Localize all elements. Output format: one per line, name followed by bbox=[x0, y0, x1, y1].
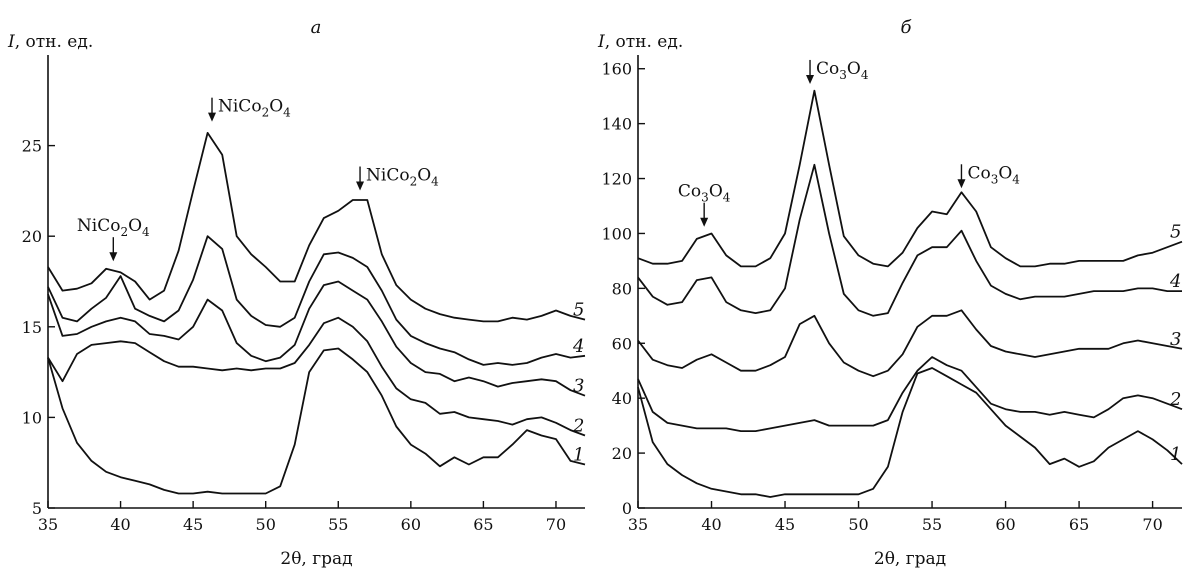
series-line-2 bbox=[637, 356, 1183, 432]
annotation-formula: NiCo2O4 bbox=[77, 216, 150, 239]
annotation-formula: NiCo2O4 bbox=[218, 97, 291, 120]
series-label: 5 bbox=[1170, 222, 1181, 243]
annotation-formula: Co3O4 bbox=[967, 163, 1020, 186]
x-axis-title: 2θ, град bbox=[280, 549, 352, 569]
series-label: 1 bbox=[573, 445, 584, 466]
y-tick-label: 120 bbox=[601, 170, 632, 189]
y-tick-label: 60 bbox=[612, 334, 632, 353]
y-tick-label: 10 bbox=[22, 408, 42, 427]
x-tick-label: 35 bbox=[628, 515, 648, 534]
arrow-head-icon bbox=[109, 252, 118, 262]
x-tick-label: 45 bbox=[775, 515, 795, 534]
x-tick-label: 40 bbox=[701, 515, 721, 534]
x-tick-label: 70 bbox=[1142, 515, 1162, 534]
panel-b: бI, отн. ед.35 40 45 50 55 60 65 70020406080100… bbox=[597, 17, 1183, 569]
series-line-3 bbox=[47, 280, 586, 397]
y-tick-label: 25 bbox=[22, 137, 42, 156]
panel-a: аI, отн. ед.35 40 45 50 55 60 65 705101520252θ,… bbox=[7, 17, 586, 569]
series-line-2 bbox=[47, 316, 586, 437]
x-tick-label: 45 bbox=[183, 515, 203, 534]
peak-annotation: Co3O4 bbox=[957, 163, 1020, 189]
y-tick-label: 20 bbox=[612, 444, 632, 463]
series-line-1 bbox=[47, 347, 586, 495]
y-tick-label: 0 bbox=[622, 499, 632, 518]
panel-letter: б bbox=[901, 17, 913, 38]
peak-annotation: NiCo2O4 bbox=[208, 97, 291, 122]
y-tick-label: 20 bbox=[22, 227, 42, 246]
series-label: 4 bbox=[572, 336, 584, 357]
series-label: 2 bbox=[1169, 389, 1181, 410]
series-label: 4 bbox=[1169, 271, 1181, 292]
y-tick-label: 140 bbox=[601, 115, 632, 134]
peak-annotation: Co3O4 bbox=[806, 59, 869, 84]
x-tick-label: 65 bbox=[1069, 515, 1089, 534]
x-tick-label: 70 bbox=[546, 515, 566, 534]
y-tick-label: 40 bbox=[612, 389, 632, 408]
series-line-5 bbox=[637, 89, 1183, 268]
x-axis-title: 2θ, град bbox=[874, 549, 946, 569]
arrow-head-icon bbox=[356, 181, 365, 191]
series-line-4 bbox=[47, 235, 586, 366]
series-label: 3 bbox=[573, 376, 584, 397]
y-axis-title: I, отн. ед. bbox=[597, 32, 683, 52]
arrow-head-icon bbox=[208, 112, 217, 122]
series-line-4 bbox=[637, 163, 1182, 317]
series-line-1 bbox=[637, 367, 1183, 498]
series-label: 2 bbox=[572, 416, 584, 437]
annotation-formula: Co3O4 bbox=[678, 182, 731, 205]
y-tick-label: 5 bbox=[32, 499, 42, 518]
annotation-formula: Co3O4 bbox=[816, 59, 869, 82]
y-tick-label: 100 bbox=[601, 224, 632, 243]
x-tick-label: 40 bbox=[110, 515, 130, 534]
y-tick-label: 160 bbox=[601, 60, 632, 79]
y-tick-label: 80 bbox=[612, 279, 632, 298]
arrow-head-icon bbox=[700, 217, 709, 227]
x-tick-label: 65 bbox=[473, 515, 493, 534]
annotation-formula: NiCo2O4 bbox=[366, 166, 439, 189]
x-tick-label: 60 bbox=[995, 515, 1015, 534]
x-tick-label: 55 bbox=[922, 515, 942, 534]
series-label: 3 bbox=[1170, 329, 1181, 350]
series-line-3 bbox=[637, 309, 1183, 378]
series-line-5 bbox=[47, 132, 586, 323]
x-tick-label: 60 bbox=[401, 515, 421, 534]
peak-annotation: NiCo2O4 bbox=[77, 216, 150, 262]
x-tick-label: 50 bbox=[256, 515, 276, 534]
series-label: 1 bbox=[1170, 444, 1181, 465]
x-tick-label: 50 bbox=[848, 515, 868, 534]
x-tick-label: 35 bbox=[38, 515, 58, 534]
series-label: 5 bbox=[573, 300, 584, 321]
y-tick-label: 15 bbox=[22, 318, 42, 337]
arrow-head-icon bbox=[957, 179, 966, 189]
x-tick-label: 55 bbox=[328, 515, 348, 534]
peak-annotation: Co3O4 bbox=[678, 182, 731, 227]
panel-letter: а bbox=[311, 17, 322, 38]
arrow-head-icon bbox=[806, 74, 815, 84]
peak-annotation: NiCo2O4 bbox=[356, 166, 439, 191]
y-axis-title: I, отн. ед. bbox=[7, 32, 93, 52]
